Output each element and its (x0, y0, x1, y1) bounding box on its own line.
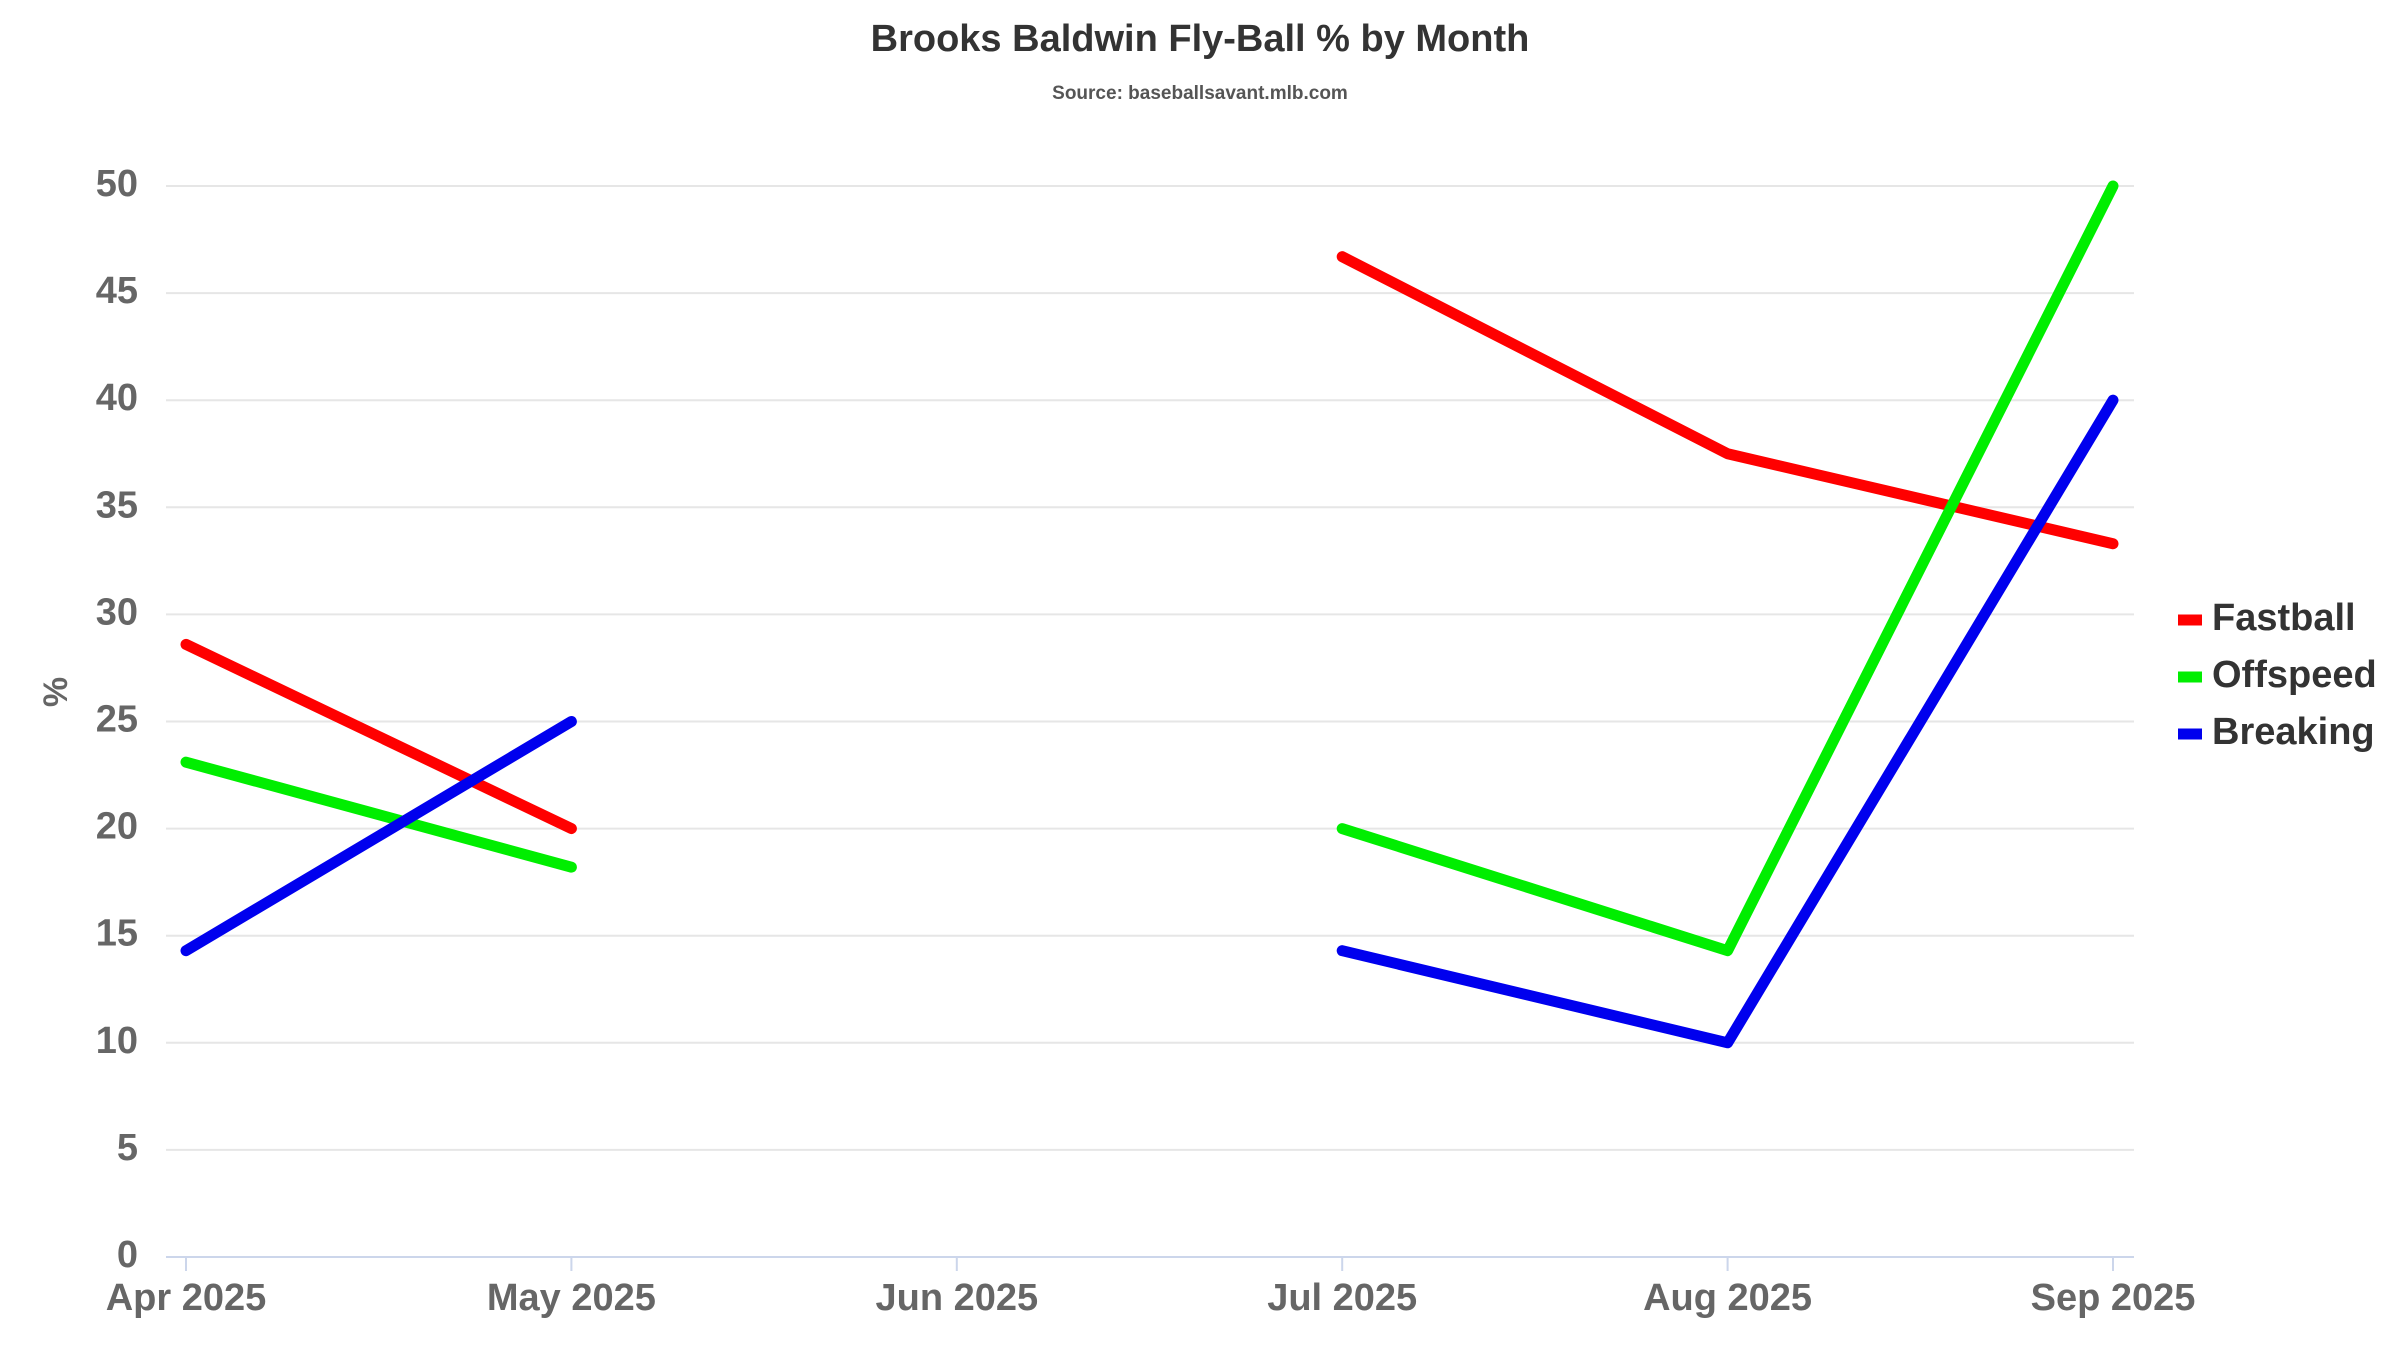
y-tick-label: 45 (96, 270, 138, 312)
series-line (180, 756, 577, 873)
x-tick-label: Apr 2025 (106, 1277, 267, 1319)
series-line (1336, 180, 2119, 957)
y-tick-label: 5 (117, 1127, 138, 1169)
series-line (180, 638, 577, 835)
x-tick-label: May 2025 (487, 1277, 656, 1319)
y-tick-label: 50 (96, 163, 138, 205)
x-tick-label: Aug 2025 (1643, 1277, 1812, 1319)
y-tick-label: 40 (96, 377, 138, 419)
series-line (1336, 394, 2119, 1049)
series-line (180, 716, 577, 957)
x-tick-label: Jul 2025 (1267, 1277, 1417, 1319)
chart-title: Brooks Baldwin Fly-Ball % by Month (871, 18, 1530, 60)
legend-label: Breaking (2212, 711, 2375, 753)
chart-subtitle: Source: baseballsavant.mlb.com (1052, 83, 1348, 104)
x-tick-label: Jun 2025 (875, 1277, 1038, 1319)
y-tick-label: 30 (96, 591, 138, 633)
y-tick-label: 15 (96, 913, 138, 955)
y-axis-label: % (37, 677, 75, 707)
legend-label: Fastball (2212, 597, 2356, 639)
y-tick-label: 10 (96, 1020, 138, 1062)
legend-label: Offspeed (2212, 654, 2377, 696)
y-tick-label: 35 (96, 484, 138, 526)
y-tick-label: 20 (96, 806, 138, 848)
x-tick-label: Sep 2025 (2031, 1277, 2196, 1319)
series-line (1336, 251, 2119, 550)
y-tick-label: 0 (117, 1234, 138, 1276)
y-tick-label: 25 (96, 699, 138, 741)
